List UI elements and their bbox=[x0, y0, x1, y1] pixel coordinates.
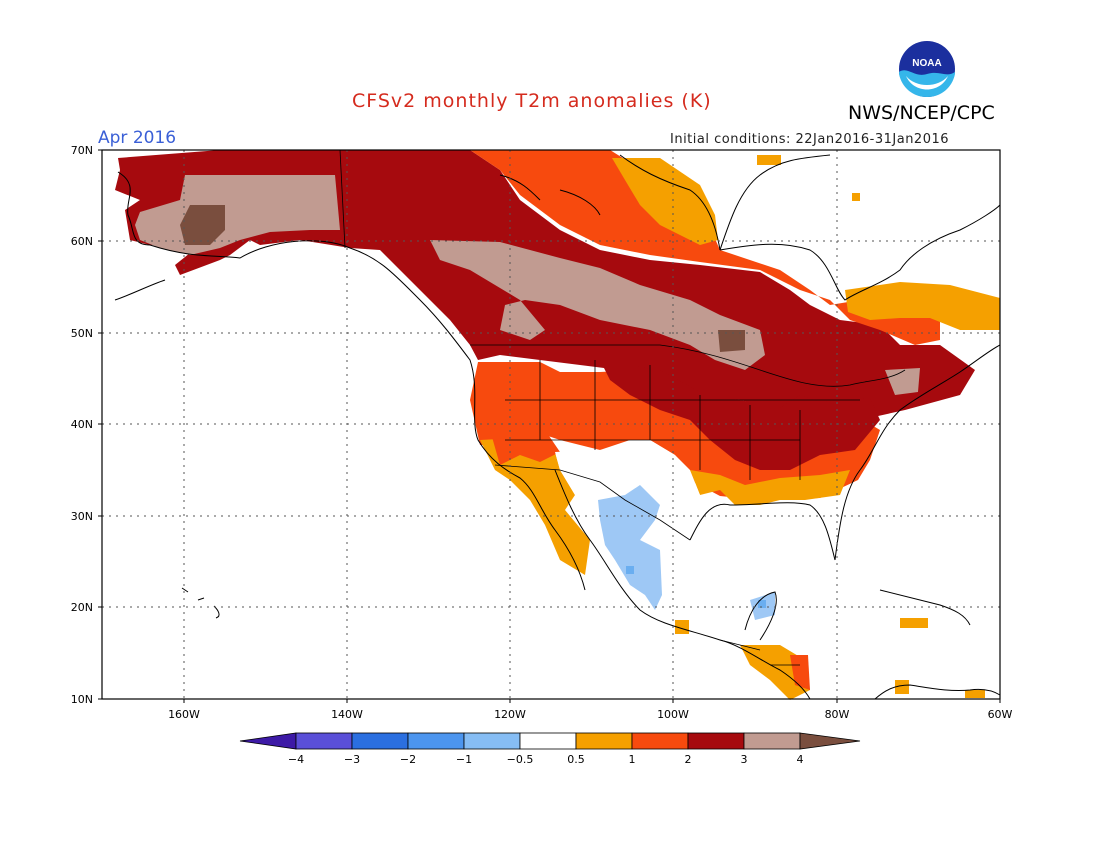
cb-label-p05: 0.5 bbox=[567, 753, 585, 766]
upper-midwest-dark bbox=[600, 360, 880, 470]
sa-orange-patch-2 bbox=[965, 690, 985, 698]
colorbar-box-7 bbox=[631, 732, 689, 750]
lat-label-40n: 40N bbox=[71, 418, 93, 431]
cb-label-m05: −0.5 bbox=[507, 753, 534, 766]
hudson-orange bbox=[612, 158, 718, 245]
pacific-orange-patch bbox=[675, 620, 689, 634]
lon-label-60w: 60W bbox=[988, 708, 1013, 721]
arctic-island-orange bbox=[852, 193, 860, 201]
cb-label-p1: 1 bbox=[629, 753, 636, 766]
lon-label-120w: 120W bbox=[494, 708, 526, 721]
alaska-dark-spot bbox=[180, 205, 225, 245]
lat-label-20n: 20N bbox=[71, 601, 93, 614]
gulf-orange bbox=[690, 470, 850, 505]
prairie-hot-band bbox=[430, 240, 765, 370]
cb-label-m2: −2 bbox=[400, 753, 416, 766]
cb-label-m4: −4 bbox=[288, 753, 304, 766]
noaa-logo: NOAA bbox=[897, 39, 957, 99]
labrador-orange bbox=[845, 282, 1000, 330]
quebec-hot-spot bbox=[885, 368, 920, 395]
caribbean-orange-patch bbox=[900, 618, 928, 628]
mexico-cool-core bbox=[626, 566, 634, 574]
cb-label-m1: −1 bbox=[456, 753, 472, 766]
coastlines bbox=[114, 154, 1001, 700]
texas-neutral bbox=[555, 440, 700, 520]
borders bbox=[339, 149, 906, 666]
cb-label-m3: −3 bbox=[344, 753, 360, 766]
colorbar-low-arrow bbox=[239, 732, 297, 750]
lat-label-50n: 50N bbox=[71, 327, 93, 340]
lat-label-70n: 70N bbox=[71, 144, 93, 157]
forecast-month: Apr 2016 bbox=[98, 128, 177, 148]
yucatan-cool-core bbox=[758, 600, 766, 608]
colorbar bbox=[239, 732, 861, 750]
colorbar-box-6 bbox=[575, 732, 633, 750]
noaa-logo-text: NOAA bbox=[912, 58, 941, 69]
colorbar-labels: −4 −3 −2 −1 −0.5 0.5 1 2 3 4 bbox=[288, 753, 804, 766]
lat-label-30n: 30N bbox=[71, 510, 93, 523]
colorbar-box-4 bbox=[463, 732, 521, 750]
lat-label-10n: 10N bbox=[71, 693, 93, 706]
southwest-red bbox=[490, 430, 560, 465]
lon-label-80w: 80W bbox=[825, 708, 850, 721]
lon-label-140w: 140W bbox=[331, 708, 363, 721]
colorbar-box-8 bbox=[687, 732, 745, 750]
sa-orange-patch bbox=[895, 680, 909, 694]
colorbar-box-1 bbox=[295, 732, 353, 750]
colorbar-box-5 bbox=[519, 732, 577, 750]
lat-label-60n: 60N bbox=[71, 235, 93, 248]
ontario-dark-spot bbox=[718, 330, 745, 352]
colorbar-box-3 bbox=[407, 732, 465, 750]
cb-label-p2: 2 bbox=[685, 753, 692, 766]
graticule bbox=[102, 150, 1000, 699]
colorbar-box-9 bbox=[743, 732, 801, 750]
colorbar-box-2 bbox=[351, 732, 409, 750]
chart-title: CFSv2 monthly T2m anomalies (K) bbox=[352, 90, 712, 112]
cb-label-p3: 3 bbox=[741, 753, 748, 766]
greenland-edge-orange bbox=[757, 155, 781, 165]
agency-label: NWS/NCEP/CPC bbox=[848, 102, 995, 124]
initial-conditions: Initial conditions: 22Jan2016-31Jan2016 bbox=[670, 132, 950, 147]
colorbar-high-arrow bbox=[799, 732, 861, 750]
lon-label-100w: 100W bbox=[657, 708, 689, 721]
axis-ticks bbox=[98, 149, 1001, 703]
lon-label-160w: 160W bbox=[168, 708, 200, 721]
cb-label-p4: 4 bbox=[797, 753, 804, 766]
north-canada-band bbox=[470, 150, 940, 345]
